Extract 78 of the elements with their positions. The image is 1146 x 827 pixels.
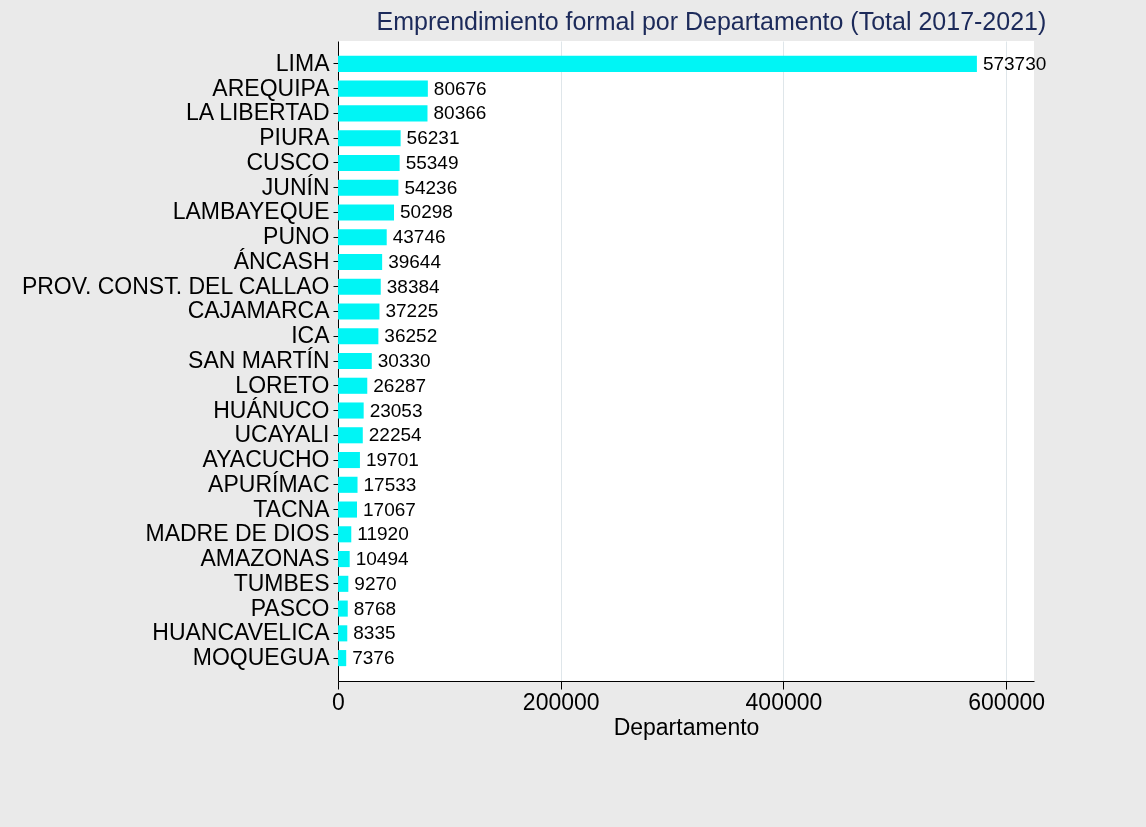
y-tick-label: LORETO xyxy=(235,371,330,398)
data-label: 8335 xyxy=(353,622,396,644)
y-tick-label: MADRE DE DIOS xyxy=(145,520,330,547)
y-tick-label: JUNÍN xyxy=(261,173,330,200)
bar xyxy=(338,402,364,419)
y-tick-label: TUMBES xyxy=(233,569,330,596)
y-tick-label: TACNA xyxy=(253,495,331,522)
bar xyxy=(338,204,395,221)
data-label: 8768 xyxy=(353,597,397,619)
x-tick-label: 0 xyxy=(332,688,345,715)
x-tick-label: 200000 xyxy=(522,688,600,715)
data-label: 573730 xyxy=(982,52,1047,74)
data-label: 56231 xyxy=(406,127,460,149)
bar xyxy=(338,377,368,394)
data-label: 10494 xyxy=(355,548,409,570)
bar xyxy=(338,650,347,667)
y-tick-label: PUNO xyxy=(263,223,330,250)
bar xyxy=(338,278,381,295)
bar xyxy=(338,551,350,568)
y-tick-label: PASCO xyxy=(250,594,330,621)
x-tick-label: 600000 xyxy=(968,688,1046,715)
y-tick-label: HUANCAVELICA xyxy=(152,619,331,646)
x-axis-title: Departamento xyxy=(613,713,760,740)
data-label: 23053 xyxy=(369,399,423,421)
y-tick-label: ÁNCASH xyxy=(233,247,330,274)
y-tick-label: AREQUIPA xyxy=(212,74,331,101)
y-tick-label: PROV. CONST. DEL CALLAO xyxy=(21,272,330,299)
bar xyxy=(338,253,383,271)
bar xyxy=(338,328,379,345)
y-tick-label: LAMBAYEQUE xyxy=(172,198,330,225)
data-label: 9270 xyxy=(354,572,397,594)
y-tick-label: CUSCO xyxy=(246,148,330,175)
y-tick-label: AMAZONAS xyxy=(200,545,330,572)
data-label: 30330 xyxy=(377,350,431,371)
bar xyxy=(338,229,387,246)
y-tick-label: CAJAMARCA xyxy=(187,297,331,324)
y-tick-label: MOQUEGUA xyxy=(192,644,331,671)
y-tick-label: HUÁNUCO xyxy=(213,396,330,423)
bar xyxy=(338,80,428,97)
data-label: 43746 xyxy=(392,226,446,248)
chart-title: Emprendimiento formal por Departamento (Total 2017-2021) xyxy=(376,7,1047,35)
y-tick-label: LIMA xyxy=(275,49,331,76)
data-label: 22254 xyxy=(368,424,423,446)
bar xyxy=(338,352,372,370)
data-label: 7376 xyxy=(352,647,395,669)
bar xyxy=(338,526,352,543)
data-label: 26287 xyxy=(373,374,427,396)
data-label: 54236 xyxy=(404,176,458,198)
data-label: 55349 xyxy=(405,151,459,173)
bar xyxy=(338,427,363,444)
data-label: 19701 xyxy=(365,449,419,471)
data-label: 38384 xyxy=(386,275,441,297)
bar xyxy=(338,130,401,147)
bar xyxy=(338,303,380,320)
bar xyxy=(338,55,977,72)
data-label: 50298 xyxy=(400,201,453,223)
data-label: 11920 xyxy=(357,523,409,545)
bar xyxy=(338,105,428,122)
data-label: 36252 xyxy=(384,325,438,347)
y-tick-label: UCAYALI xyxy=(234,421,330,448)
data-label: 37225 xyxy=(385,300,439,322)
data-label: 80366 xyxy=(433,102,487,124)
y-tick-label: SAN MARTÍN xyxy=(188,347,330,373)
bar xyxy=(338,625,348,642)
data-label: 39644 xyxy=(388,250,442,272)
bar xyxy=(338,451,360,469)
data-label: 80676 xyxy=(433,77,487,99)
y-tick-label: APURÍMAC xyxy=(208,470,330,497)
data-label: 17533 xyxy=(363,473,417,495)
x-tick-label: 400000 xyxy=(745,688,823,715)
bar xyxy=(338,476,358,493)
bar xyxy=(338,600,348,617)
bar xyxy=(338,179,399,196)
bar xyxy=(338,575,349,592)
bar xyxy=(338,154,400,171)
y-tick-label: PIURA xyxy=(259,124,331,151)
bar xyxy=(338,501,358,518)
data-label: 17067 xyxy=(363,498,416,520)
